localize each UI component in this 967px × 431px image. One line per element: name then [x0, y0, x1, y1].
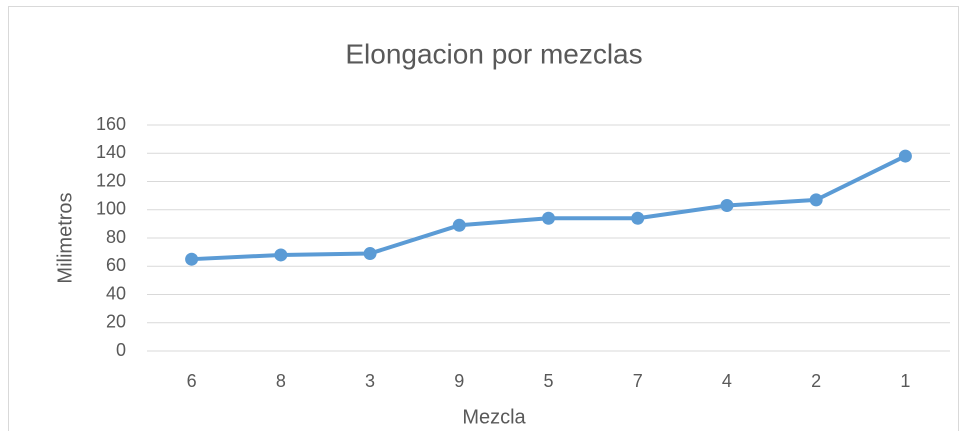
- x-tick-label: 6: [187, 371, 197, 391]
- marker: [720, 199, 734, 213]
- x-tick-label: 7: [633, 371, 643, 391]
- y-tick-label: 40: [106, 283, 126, 303]
- y-tick-label: 100: [96, 199, 126, 219]
- y-tick-label: 60: [106, 255, 126, 275]
- marker: [363, 247, 377, 261]
- x-tick-label: 9: [454, 371, 464, 391]
- marker: [809, 193, 823, 207]
- chart-title: Elongacion por mezclas: [345, 38, 642, 69]
- x-tick-label: 3: [365, 371, 375, 391]
- marker: [542, 211, 555, 225]
- marker: [274, 248, 288, 262]
- y-tick-label: 120: [96, 170, 126, 190]
- y-tick-label: 20: [106, 312, 126, 332]
- y-tick-label: 80: [106, 227, 126, 247]
- y-axis-label: Milimetros: [54, 192, 76, 283]
- y-tick-label: 140: [96, 142, 126, 162]
- x-tick-label: 1: [900, 371, 910, 391]
- x-axis-label: Mezcla: [462, 406, 526, 428]
- marker: [185, 252, 199, 266]
- marker: [898, 149, 912, 163]
- marker: [631, 211, 645, 225]
- x-tick-label: 4: [722, 371, 732, 391]
- y-tick-label: 160: [96, 114, 126, 134]
- marker: [452, 218, 466, 232]
- y-tick-label: 0: [116, 340, 126, 360]
- x-tick-label: 5: [543, 371, 553, 391]
- x-tick-label: 2: [811, 371, 821, 391]
- x-tick-label: 8: [276, 371, 286, 391]
- chart-border: [8, 6, 959, 431]
